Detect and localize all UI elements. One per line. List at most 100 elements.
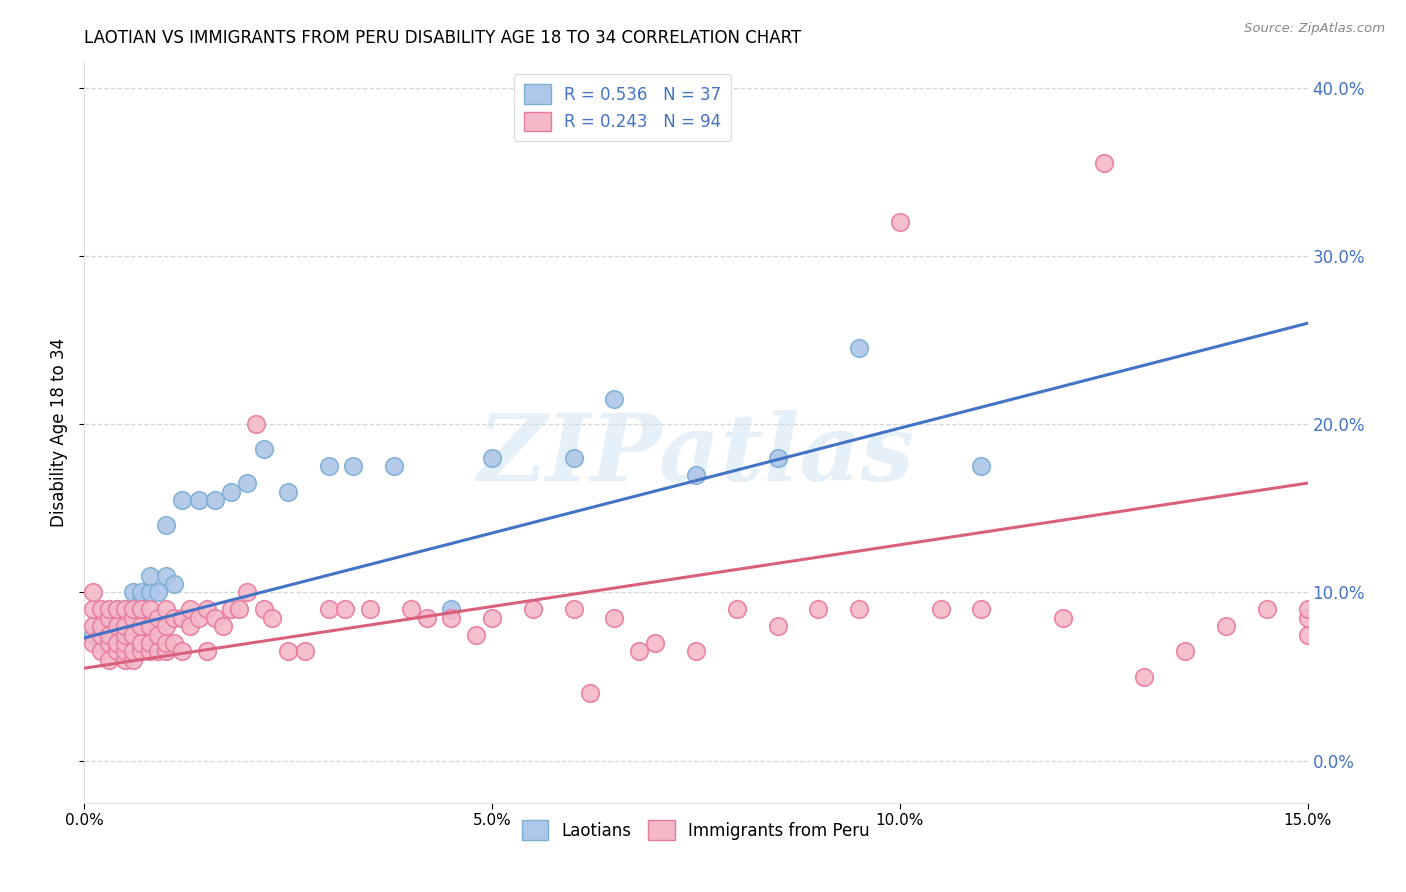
Point (219, 484, 242, 499)
Point (155, 644, 177, 658)
Point (114, 602, 136, 616)
Point (122, 653, 145, 667)
Point (416, 610, 439, 624)
Point (603, 610, 626, 624)
Point (82, 636, 104, 650)
Point (766, 619, 789, 633)
Point (163, 577, 186, 591)
Point (685, 467, 707, 482)
Point (97, 627, 120, 641)
Point (236, 476, 259, 491)
Point (195, 644, 218, 658)
Point (97, 602, 120, 616)
Point (187, 492, 209, 507)
Point (138, 585, 160, 599)
Point (155, 636, 177, 650)
Point (236, 585, 259, 599)
Point (90, 602, 112, 616)
Point (359, 602, 381, 616)
Point (114, 644, 136, 658)
Point (114, 653, 136, 667)
Point (187, 610, 209, 624)
Point (114, 619, 136, 633)
Point (253, 602, 276, 616)
Point (1313, 602, 1336, 616)
Point (97, 610, 120, 624)
Point (318, 459, 340, 474)
Point (970, 459, 993, 474)
Point (179, 619, 201, 633)
Point (1256, 602, 1278, 616)
Point (1174, 644, 1197, 658)
Point (219, 602, 242, 616)
Point (146, 610, 169, 624)
Point (131, 602, 153, 616)
Point (82, 602, 104, 616)
Y-axis label: Disability Age 18 to 34: Disability Age 18 to 34 (51, 338, 69, 527)
Point (562, 602, 585, 616)
Point (342, 459, 364, 474)
Point (335, 602, 357, 616)
Point (204, 610, 226, 624)
Point (114, 602, 136, 616)
Point (90, 644, 112, 658)
Point (204, 492, 226, 507)
Point (172, 644, 194, 658)
Point (195, 602, 218, 616)
Point (155, 518, 177, 533)
Point (627, 644, 650, 658)
Point (766, 450, 789, 465)
Point (1296, 627, 1319, 641)
Point (260, 610, 283, 624)
Point (1133, 670, 1156, 684)
Point (146, 644, 169, 658)
Point (131, 594, 153, 608)
Point (122, 627, 145, 641)
Point (725, 602, 748, 616)
Point (277, 644, 299, 658)
Point (644, 636, 666, 650)
Point (464, 627, 486, 641)
Legend: Laotians, Immigrants from Peru: Laotians, Immigrants from Peru (515, 814, 877, 847)
Point (212, 619, 235, 633)
Point (131, 585, 153, 599)
Point (90, 636, 112, 650)
Point (277, 484, 299, 499)
Point (122, 610, 145, 624)
Point (1215, 619, 1237, 633)
Point (253, 442, 276, 457)
Point (114, 627, 136, 641)
Point (522, 602, 544, 616)
Point (122, 644, 145, 658)
Point (90, 627, 112, 641)
Point (105, 644, 128, 658)
Point (172, 492, 194, 507)
Point (155, 619, 177, 633)
Point (105, 636, 128, 650)
Point (562, 450, 585, 465)
Point (138, 602, 160, 616)
Point (131, 636, 153, 650)
Point (155, 568, 177, 582)
Point (807, 602, 830, 616)
Point (82, 627, 104, 641)
Point (105, 619, 128, 633)
Point (481, 610, 503, 624)
Point (382, 459, 405, 474)
Point (163, 636, 186, 650)
Point (294, 644, 316, 658)
Point (848, 602, 870, 616)
Point (685, 644, 707, 658)
Point (97, 627, 120, 641)
Point (163, 610, 186, 624)
Point (146, 627, 169, 641)
Point (245, 417, 267, 432)
Point (146, 585, 169, 599)
Text: ZIPatlas: ZIPatlas (478, 409, 914, 500)
Point (318, 602, 340, 616)
Point (848, 342, 870, 356)
Point (138, 568, 160, 582)
Point (155, 602, 177, 616)
Point (90, 619, 112, 633)
Point (399, 602, 422, 616)
